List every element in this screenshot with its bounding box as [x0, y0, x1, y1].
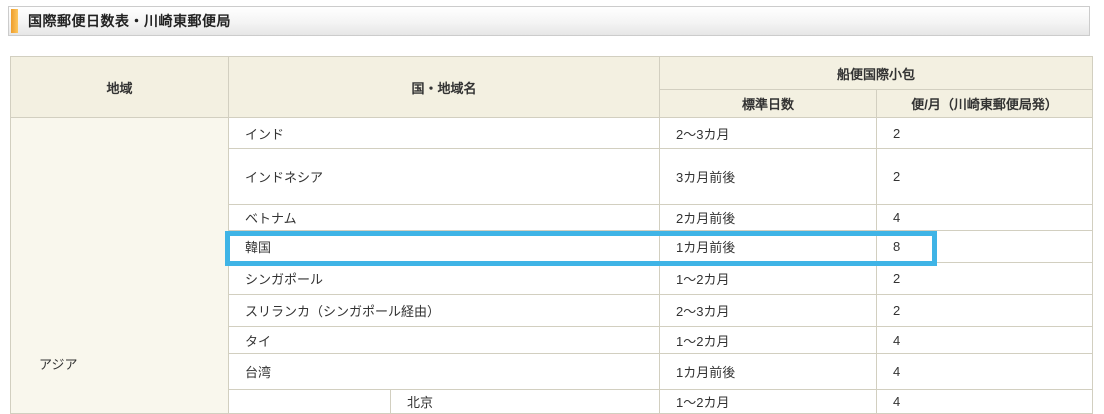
table-row: インドネシア 3カ月前後 2 [11, 148, 1094, 205]
frequency-cell: 4 [876, 353, 1094, 390]
table-body: アジア インド 2〜3カ月 2 インドネシア 3カ月前後 2 ベトナム 2カ月前後 4 韓国 1カ月前… [10, 117, 1094, 414]
header-standard-days: 標準日数 [659, 89, 878, 118]
header-group-seamail-parcel: 船便国際小包 [659, 56, 1094, 90]
frequency-cell: 2 [876, 117, 1094, 149]
standard-days-cell: 2カ月前後 [659, 204, 878, 231]
frequency-cell: 4 [876, 326, 1094, 354]
table-row: タイ 1〜2カ月 4 [11, 326, 1094, 354]
country-cell: 韓国 [227, 230, 661, 263]
standard-days-cell: 1カ月前後 [659, 353, 878, 390]
frequency-cell: 4 [876, 204, 1094, 231]
page-title-bar: 国際郵便日数表・川崎東郵便局 [8, 6, 1090, 36]
table-header: 地域 国・地域名 船便国際小包 標準日数 便/月（川崎東郵便局発） [10, 56, 1094, 118]
standard-days-cell: 1カ月前後 [659, 230, 878, 263]
table-row: 台湾 1カ月前後 4 [11, 353, 1094, 390]
standard-days-cell: 3カ月前後 [659, 148, 878, 205]
standard-days-cell: 2〜3カ月 [659, 117, 878, 149]
table-row: スリランカ（シンガポール経由） 2〜3カ月 2 [11, 294, 1094, 327]
country-cell: 台湾 [227, 353, 661, 390]
table-row: シンガポール 1〜2カ月 2 [11, 262, 1094, 295]
region-cell: アジア [10, 117, 229, 414]
mail-days-table: 地域 国・地域名 船便国際小包 標準日数 便/月（川崎東郵便局発） アジア インド… [10, 56, 1094, 414]
header-country: 国・地域名 [227, 56, 661, 118]
country-cell: ベトナム [227, 204, 661, 231]
frequency-cell: 8 [876, 230, 1094, 263]
country-cell: タイ [227, 326, 661, 354]
standard-days-cell: 2〜3カ月 [659, 294, 878, 327]
frequency-cell: 2 [876, 148, 1094, 205]
country-cell: インド [227, 117, 661, 149]
table-row: ベトナム 2カ月前後 4 [11, 204, 1094, 231]
frequency-cell: 2 [876, 262, 1094, 295]
page-title: 国際郵便日数表・川崎東郵便局 [28, 13, 231, 29]
standard-days-cell: 1〜2カ月 [659, 326, 878, 354]
standard-days-cell: 1〜2カ月 [659, 262, 878, 295]
country-cell: スリランカ（シンガポール経由） [227, 294, 661, 327]
header-frequency: 便/月（川崎東郵便局発） [876, 89, 1094, 118]
country-cell: シンガポール [227, 262, 661, 295]
frequency-cell: 2 [876, 294, 1094, 327]
table-row: アジア インド 2〜3カ月 2 [10, 117, 1094, 414]
country-cell: インドネシア [227, 148, 661, 205]
orange-accent-bar [11, 9, 18, 33]
header-region: 地域 [10, 56, 229, 118]
